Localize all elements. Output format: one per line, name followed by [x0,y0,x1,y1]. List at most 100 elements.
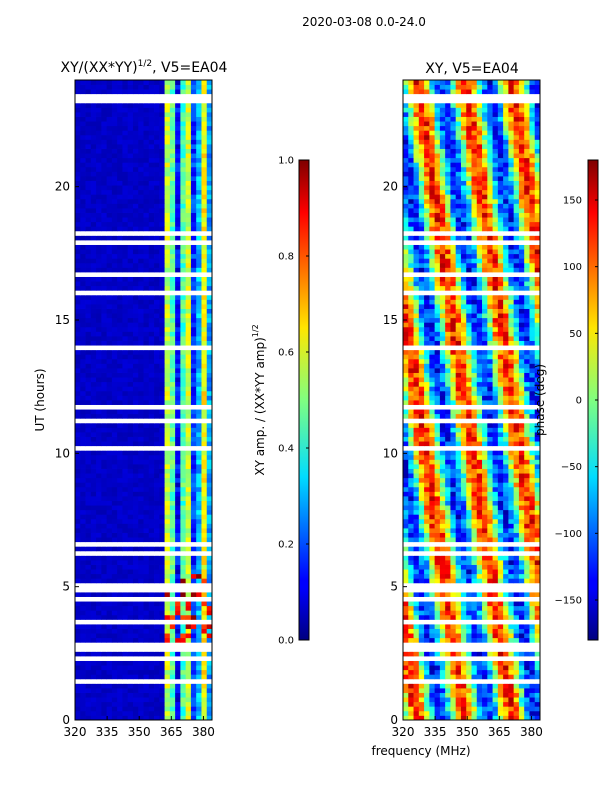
heatmap-cell [85,633,92,639]
heatmap-cell [492,573,499,579]
heatmap-cell [127,304,134,309]
heatmap-cell [154,450,160,456]
heatmap-cell [482,550,488,556]
heatmap-cell [117,646,123,652]
heatmap-cell [143,112,150,117]
heatmap-cell [111,450,118,456]
heatmap-cell [111,436,118,442]
heatmap-cell [85,546,92,552]
heatmap-cell [175,180,181,186]
heatmap-cell [111,409,118,415]
heatmap-cell [169,358,176,364]
heatmap-cell [111,418,118,424]
heatmap-cell [96,226,102,232]
heatmap-cell [408,701,414,707]
heatmap-cell [503,546,509,552]
heatmap-cell [117,244,123,250]
heatmap-cell [455,697,462,703]
heatmap-cell [413,528,420,533]
heatmap-cell [117,400,123,405]
heatmap-cell [90,308,97,314]
heatmap-cell [159,139,165,145]
heatmap-cell [138,541,144,547]
heatmap-cell [96,436,102,442]
heatmap-cell [180,697,187,703]
heatmap-cell [138,326,144,332]
heatmap-cell [132,89,139,95]
heatmap-cell [111,523,118,529]
heatmap-cell [169,194,176,200]
heatmap-cell [201,212,208,218]
heatmap-cell [80,230,86,236]
heatmap-cell [85,144,92,149]
heatmap-cell [466,688,472,693]
heatmap-cell [169,665,176,671]
heatmap-cell [117,596,123,602]
heatmap-cell [111,560,118,565]
heatmap-cell [190,395,197,401]
heatmap-cell [159,244,165,250]
heatmap-cell [185,363,192,369]
heatmap-cell [122,560,129,565]
heatmap-cell [180,592,187,597]
heatmap-cell [206,646,213,652]
heatmap-cell [101,624,108,629]
heatmap-cell [466,701,472,707]
heatmap-cell [132,674,139,680]
heatmap-cell [190,610,197,616]
heatmap-cell [90,162,97,168]
heatmap-cell [445,678,451,684]
heatmap-cell [159,317,165,323]
heatmap-cell [127,468,134,474]
heatmap-cell [143,706,150,712]
heatmap-cell [455,596,462,602]
heatmap-cell [127,313,134,319]
heatmap-cell [445,528,451,533]
heatmap-cell [403,642,409,648]
heatmap-cell [201,176,208,181]
heatmap-cell [111,628,118,634]
heatmap-cell [85,491,92,497]
heatmap-cell [117,454,123,460]
heatmap-cell [455,651,462,657]
heatmap-cell [185,171,192,177]
heatmap-cell [85,669,92,675]
heatmap-cell [185,473,192,479]
heatmap-cell [190,386,197,392]
heatmap-cell [196,240,202,245]
heatmap-cell [180,322,187,328]
heatmap-cell [439,518,446,524]
heatmap-cell [482,564,488,570]
heatmap-cell [403,692,409,698]
heatmap-cell [180,230,187,236]
heatmap-cell [503,610,509,616]
heatmap-cell [413,624,420,629]
heatmap-cell [148,509,155,515]
heatmap-cell [418,642,425,648]
heatmap-cell [413,674,420,680]
heatmap-cell [413,486,420,492]
heatmap-cell [127,400,134,405]
heatmap-cell [154,102,160,108]
heatmap-cell [164,436,171,442]
heatmap-cell [148,656,155,661]
heatmap-cell [190,642,197,648]
heatmap-cell [132,541,139,547]
heatmap-cell [143,299,150,305]
heatmap-cell [132,212,139,218]
heatmap-cell [196,226,202,232]
heatmap-cell [190,125,197,131]
heatmap-cell [503,651,509,657]
heatmap-cell [460,555,467,561]
heatmap-cell [175,144,181,149]
heatmap-cell [529,665,536,671]
heatmap-cell [164,683,171,689]
heatmap-cell [122,555,129,561]
heatmap-cell [408,637,414,643]
heatmap-cell [450,669,457,675]
heatmap-cell [524,564,530,570]
heatmap-cell [466,614,472,620]
heatmap-cell [190,624,197,629]
heatmap-cell [169,614,176,620]
heatmap-cell [185,546,192,552]
